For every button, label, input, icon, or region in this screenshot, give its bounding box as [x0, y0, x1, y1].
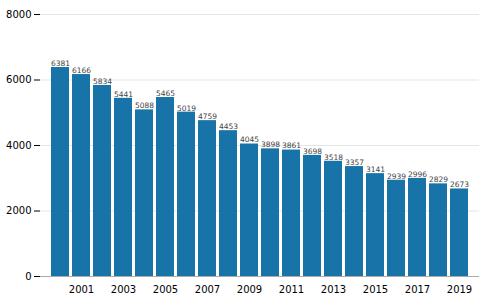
svg-text:2996: 2996	[408, 170, 427, 179]
svg-text:2007: 2007	[195, 284, 220, 295]
svg-text:4759: 4759	[198, 112, 217, 121]
svg-text:2003: 2003	[111, 284, 136, 295]
svg-text:3898: 3898	[261, 140, 280, 149]
svg-text:3698: 3698	[303, 147, 322, 156]
svg-text:2673: 2673	[450, 180, 469, 189]
svg-text:2017: 2017	[405, 284, 430, 295]
svg-text:2829: 2829	[429, 175, 448, 184]
svg-text:2011: 2011	[279, 284, 304, 295]
svg-text:0: 0	[25, 271, 31, 282]
svg-text:2001: 2001	[69, 284, 94, 295]
svg-text:4000: 4000	[6, 140, 31, 151]
svg-text:2013: 2013	[321, 284, 346, 295]
svg-text:6381: 6381	[51, 59, 70, 68]
svg-text:8000: 8000	[6, 9, 31, 20]
svg-text:5834: 5834	[93, 77, 112, 86]
svg-text:5019: 5019	[177, 104, 196, 113]
svg-text:6166: 6166	[72, 66, 91, 75]
svg-text:6000: 6000	[6, 74, 31, 85]
svg-text:2009: 2009	[237, 284, 262, 295]
svg-text:3861: 3861	[282, 141, 301, 150]
svg-text:3357: 3357	[345, 158, 364, 167]
svg-text:4453: 4453	[219, 122, 238, 131]
svg-text:4045: 4045	[240, 135, 259, 144]
svg-text:2000: 2000	[6, 205, 31, 216]
svg-text:2019: 2019	[447, 284, 472, 295]
svg-text:5465: 5465	[156, 89, 175, 98]
svg-text:5088: 5088	[135, 101, 154, 110]
svg-text:2939: 2939	[387, 172, 406, 181]
svg-text:3141: 3141	[366, 165, 385, 174]
svg-text:3518: 3518	[324, 153, 343, 162]
svg-text:2015: 2015	[363, 284, 388, 295]
svg-text:5441: 5441	[114, 90, 133, 99]
svg-text:2005: 2005	[153, 284, 178, 295]
